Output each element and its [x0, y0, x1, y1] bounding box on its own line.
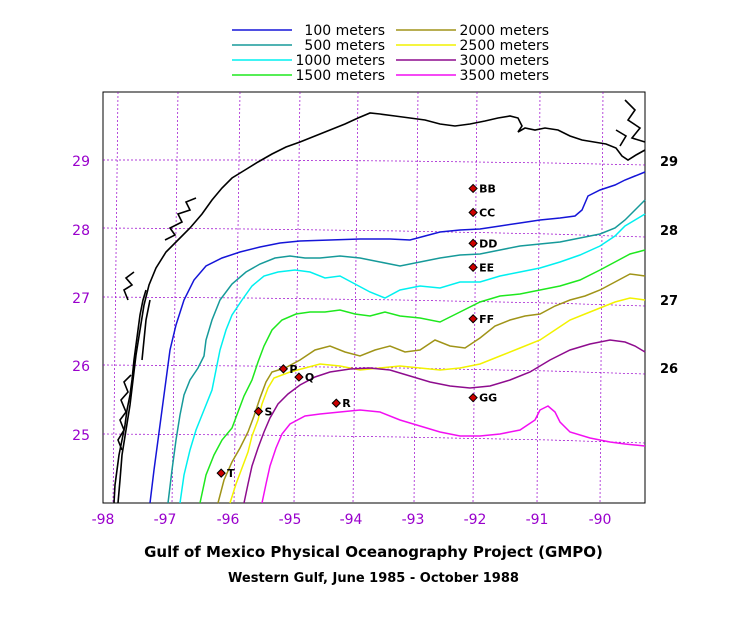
legend-label: 2500 meters [460, 38, 549, 54]
station-label: S [265, 405, 273, 418]
lat-28-line [102, 227, 646, 238]
lon-95-line [293, 91, 301, 504]
contour-1500m [199, 249, 646, 504]
latitude-labels-right: 29 28 27 26 [660, 155, 678, 377]
station-label: EE [479, 261, 494, 274]
station-label: BB [479, 182, 496, 195]
lat-label-left: 27 [72, 291, 90, 307]
lon-label: -96 [217, 512, 240, 528]
map-subtitle: Western Gulf, June 1985 - October 1988 [228, 571, 519, 586]
lat-label-left: 26 [72, 359, 90, 375]
station-marker [468, 207, 478, 218]
lon-93-line [413, 91, 419, 504]
lon-92-line [472, 91, 478, 504]
lon-label: -95 [279, 512, 302, 528]
station-label: FF [479, 313, 494, 326]
station-marker [331, 398, 341, 408]
lon-91-line [536, 91, 541, 504]
station-label: P [289, 363, 297, 376]
lat-label-left: 29 [72, 154, 90, 170]
lat-26-line [102, 364, 646, 375]
latitude-labels-left: 29 28 27 26 25 [72, 154, 90, 444]
contour-500m [167, 199, 646, 504]
legend-label: 3000 meters [460, 53, 549, 69]
lat-label-left: 25 [72, 428, 90, 444]
legend-label: 100 meters [304, 23, 385, 39]
station-marker [468, 238, 478, 249]
contour-1000m [179, 213, 646, 504]
lon-label: -93 [402, 512, 425, 528]
lat-25-line [102, 433, 646, 444]
lon-label: -91 [526, 512, 549, 528]
legend-label: 3500 meters [460, 68, 549, 84]
station-label: GG [479, 392, 497, 405]
station-label: Q [305, 371, 314, 384]
lat-label-right: 28 [660, 224, 678, 239]
lat-label-left: 28 [72, 223, 90, 239]
station-marker [468, 314, 478, 324]
station-label: R [342, 397, 351, 410]
lat-29-line [103, 159, 646, 166]
legend-label: 1500 meters [296, 68, 385, 84]
stations: BB CC DD EE FF GG PQ R S T [216, 182, 497, 480]
lon-94-line [352, 91, 359, 504]
legend-label: 2000 meters [460, 23, 549, 39]
contour-100m [149, 171, 646, 504]
legend-label: 500 meters [304, 38, 385, 54]
longitude-labels: -98 -97 -96 -95 -94 -93 -92 -91 -90 [92, 512, 612, 528]
station-marker [294, 372, 304, 382]
lat-label-right: 26 [660, 362, 678, 377]
lat-label-right: 27 [660, 294, 678, 309]
contour-2500m [229, 297, 646, 504]
contour-3000m [243, 339, 646, 504]
coastline [113, 99, 646, 504]
station-marker [468, 392, 478, 403]
station-label: T [227, 467, 235, 480]
lon-97-line [171, 91, 179, 504]
legend-label: 1000 meters [296, 53, 385, 69]
contour-3500m [261, 405, 646, 504]
lon-label: -98 [92, 512, 115, 528]
contour-2000m [217, 273, 646, 504]
map-title: Gulf of Mexico Physical Oceanography Pro… [144, 543, 603, 561]
lat-27-line [102, 296, 646, 307]
station-label: DD [479, 237, 497, 250]
lon-label: -97 [154, 512, 177, 528]
station-marker [278, 364, 289, 374]
lat-label-right: 29 [660, 155, 678, 170]
lon-90-line [599, 91, 604, 504]
graticule [102, 91, 646, 504]
map-frame [102, 91, 646, 504]
lon-label: -90 [589, 512, 612, 528]
lon-96-line [233, 91, 241, 504]
lon-label: -92 [464, 512, 487, 528]
lon-label: -94 [340, 512, 363, 528]
station-label: CC [479, 206, 495, 219]
station-marker [253, 406, 264, 417]
depth-contours [149, 171, 646, 504]
station-marker [216, 468, 226, 478]
station-marker [468, 183, 478, 194]
station-marker [468, 262, 478, 273]
lon-98-line [112, 91, 119, 504]
